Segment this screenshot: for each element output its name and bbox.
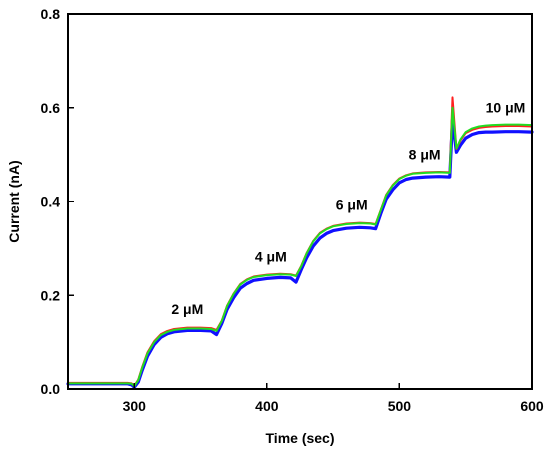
plot-frame xyxy=(67,13,533,390)
x-axis-title: Time (sec) xyxy=(266,430,335,446)
axes-layer xyxy=(67,13,533,390)
x-axis-ticks: 300 400 500 600 xyxy=(123,383,544,414)
series-line-3 xyxy=(67,106,533,388)
concentration-label: 2 μM xyxy=(171,301,203,317)
y-axis-title: Current (nA) xyxy=(6,160,22,242)
x-tick-label: 300 xyxy=(123,398,147,414)
y-axis-ticks: 0.0 0.2 0.4 0.6 0.8 xyxy=(41,6,74,397)
x-tick-label: 500 xyxy=(388,398,412,414)
concentration-label: 6 μM xyxy=(336,196,368,212)
concentration-label: 10 μM xyxy=(486,99,526,115)
series-line-1 xyxy=(66,117,534,389)
x-tick-label: 400 xyxy=(255,398,279,414)
y-tick-label: 0.0 xyxy=(41,381,61,397)
x-tick-label: 600 xyxy=(520,398,544,414)
y-tick-label: 0.4 xyxy=(41,194,61,210)
concentration-label: 4 μM xyxy=(255,249,287,265)
y-tick-label: 0.6 xyxy=(41,100,61,116)
y-tick-label: 0.2 xyxy=(41,287,61,303)
y-tick-label: 0.8 xyxy=(41,6,61,22)
annotation-layer: 2 μM 4 μM 6 μM 8 μM 10 μM xyxy=(171,99,525,317)
series-layer xyxy=(66,96,534,389)
concentration-label: 8 μM xyxy=(409,146,441,162)
